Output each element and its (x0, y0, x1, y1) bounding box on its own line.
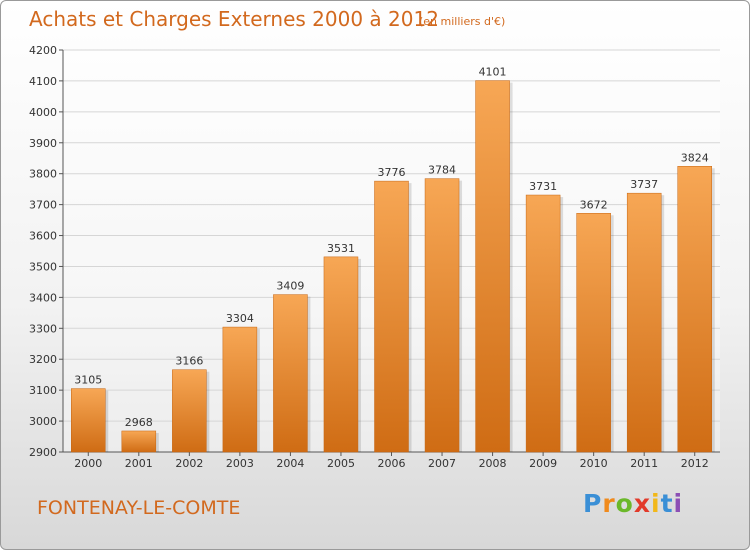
x-tick-label: 2012 (681, 457, 709, 470)
data-label: 3731 (529, 180, 557, 193)
data-label: 3531 (327, 242, 355, 255)
x-tick-label: 2002 (175, 457, 203, 470)
y-tick-label: 2900 (29, 446, 57, 459)
data-label: 4101 (479, 66, 507, 79)
data-label: 2968 (125, 416, 153, 429)
logo-letter: t (660, 489, 674, 518)
commune-name: FONTENAY-LE-COMTE (37, 497, 241, 519)
bar-2007 (424, 178, 460, 453)
x-tick-label: 2011 (630, 457, 658, 470)
bar-2009 (525, 194, 561, 453)
logo-letter: i (651, 489, 661, 518)
x-tick-label: 2006 (378, 457, 406, 470)
bar-2001 (121, 430, 157, 453)
logo-letter: r (602, 489, 616, 518)
bar-2002 (172, 369, 207, 453)
x-tick-label: 2001 (125, 457, 153, 470)
chart-subtitle: (en milliers d'€) (419, 15, 506, 28)
data-label: 3304 (226, 312, 254, 325)
data-label: 3737 (630, 178, 658, 191)
bar-2006 (374, 180, 409, 453)
bar-2012 (677, 166, 712, 453)
y-tick-label: 3700 (29, 199, 57, 212)
y-tick-label: 3300 (29, 322, 57, 335)
logo-letter: P (583, 489, 603, 518)
y-tick-label: 3900 (29, 137, 57, 150)
y-tick-label: 3500 (29, 260, 57, 273)
data-label: 3824 (681, 151, 709, 164)
bars (71, 80, 715, 453)
bar-2008 (475, 80, 510, 453)
bar-2005 (323, 256, 359, 453)
proxiti-logo: Proxiti (583, 489, 683, 518)
data-label: 3166 (175, 355, 203, 368)
data-label: 3784 (428, 164, 456, 177)
x-tick-label: 2004 (276, 457, 304, 470)
data-label: 3776 (378, 166, 406, 179)
bar-2010 (576, 213, 611, 453)
bar-2003 (222, 326, 258, 453)
y-tick-label: 3200 (29, 353, 57, 366)
logo-letter: o (615, 489, 634, 518)
bar-2000 (71, 388, 106, 453)
y-tick-label: 3000 (29, 415, 57, 428)
x-tick-label: 2005 (327, 457, 355, 470)
data-label: 3672 (580, 198, 608, 211)
x-tick-label: 2000 (74, 457, 102, 470)
x-tick-label: 2008 (479, 457, 507, 470)
y-tick-label: 4100 (29, 75, 57, 88)
y-tick-label: 4000 (29, 106, 57, 119)
y-tick-label: 3600 (29, 230, 57, 243)
labels: 3105 2968 3166 3304 3409 3531 3776 3784 4101 3731… (74, 66, 708, 429)
x-tick-label: 2003 (226, 457, 254, 470)
bar-2004 (273, 294, 308, 453)
x-tick-label: 2009 (529, 457, 557, 470)
data-label: 3409 (276, 280, 304, 293)
logo-letter: i (673, 489, 684, 518)
y-tick-label: 3100 (29, 384, 57, 397)
x-tick-label: 2010 (580, 457, 608, 470)
bar-2011 (626, 192, 662, 453)
y-tick-label: 4200 (29, 44, 57, 57)
chart-title: Achats et Charges Externes 2000 à 2012 (29, 7, 439, 31)
x-tick-label: 2007 (428, 457, 456, 470)
y-tick-label: 3800 (29, 168, 57, 181)
logo-letter: x (633, 489, 651, 518)
data-label: 3105 (74, 374, 102, 387)
y-tick-label: 3400 (29, 291, 57, 304)
